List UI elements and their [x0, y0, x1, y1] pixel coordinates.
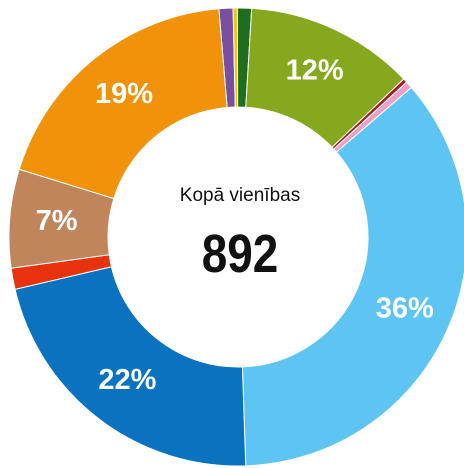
segments [8, 7, 464, 467]
center-label: Kopā vienības [180, 185, 300, 206]
value-label: 19% [95, 78, 153, 110]
segment [241, 86, 464, 467]
value-label: 22% [98, 364, 156, 396]
value-label: 7% [36, 205, 78, 237]
value-label: 12% [286, 55, 344, 87]
value-label: 36% [376, 293, 434, 325]
center-value: 892 [202, 224, 279, 284]
segment [18, 8, 228, 200]
segment [14, 266, 247, 467]
